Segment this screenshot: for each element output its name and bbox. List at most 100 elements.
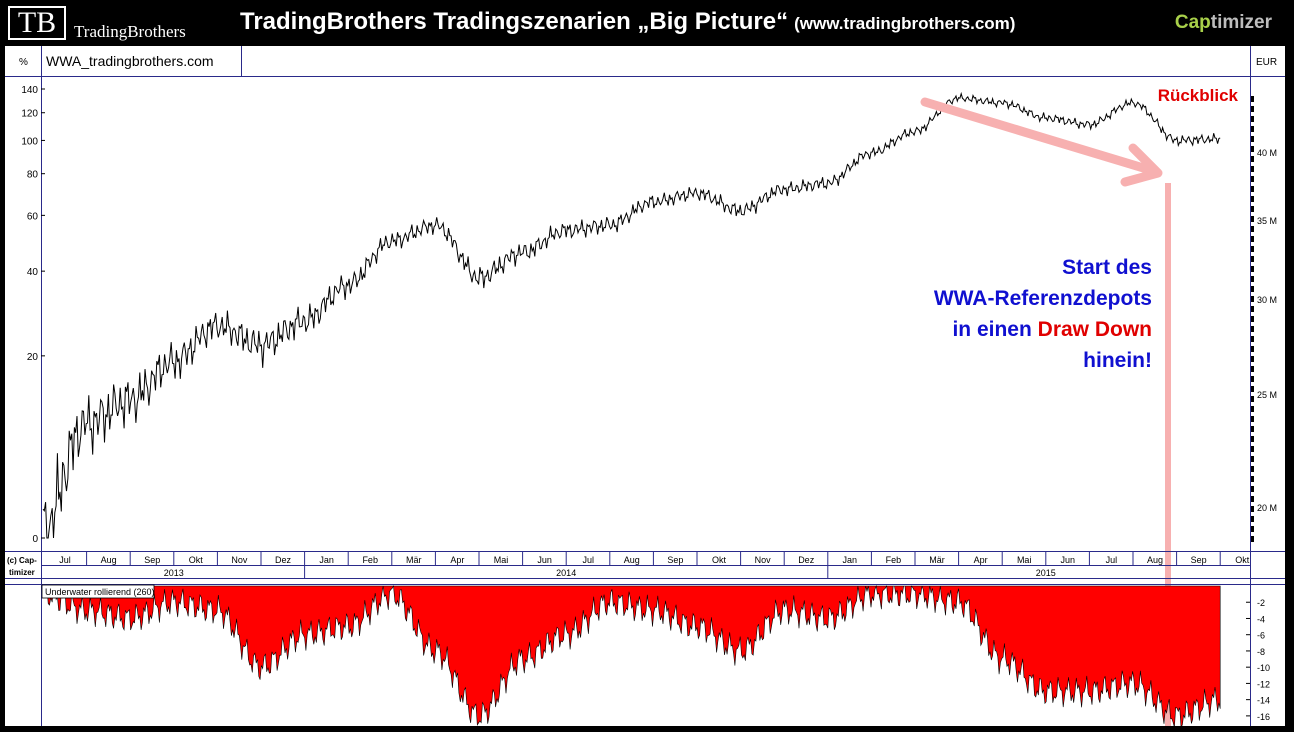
- right-axis-bar-segment: [1251, 206, 1254, 212]
- month-label: Jun: [1061, 555, 1076, 565]
- month-label: Apr: [450, 555, 464, 565]
- month-label: Sep: [1191, 555, 1207, 565]
- right-axis-bar-segment: [1251, 286, 1254, 292]
- underwater-y-tick-label: -2: [1257, 598, 1265, 608]
- right-axis-bar-segment: [1251, 96, 1254, 102]
- right-axis-bar-segment: [1251, 446, 1254, 452]
- right-axis-bar-segment: [1251, 376, 1254, 382]
- right-axis-bar-segment: [1251, 136, 1254, 142]
- month-label: Nov: [755, 555, 772, 565]
- right-axis-bar-segment: [1251, 366, 1254, 372]
- series-line: [42, 91, 1221, 539]
- right-y-tick-label: 35 M: [1257, 216, 1277, 226]
- right-y-tick-label: 30 M: [1257, 295, 1277, 305]
- year-label: 2014: [556, 568, 576, 578]
- right-axis-bar-segment: [1251, 226, 1254, 232]
- month-label: Jul: [1106, 555, 1118, 565]
- month-label: Mär: [929, 555, 945, 565]
- copyright-label-2: timizer: [9, 568, 35, 577]
- right-axis-bar-segment: [1251, 266, 1254, 272]
- right-axis-bar-segment: [1251, 186, 1254, 192]
- unit-left-label: %: [19, 57, 28, 68]
- month-label: Okt: [1235, 555, 1250, 565]
- copyright-label: (c) Cap-: [7, 556, 37, 565]
- year-labels: 2013 2014 2015: [164, 566, 1056, 578]
- month-label: Nov: [231, 555, 248, 565]
- right-axis-bar-segment: [1251, 386, 1254, 392]
- y-tick-label: 0: [32, 534, 38, 545]
- right-axis-bar-segment: [1251, 316, 1254, 322]
- right-axis-bar-segment: [1251, 456, 1254, 462]
- underwater-y-axis: -2 -4 -6 -8 -10 -12 -14 -16: [1246, 598, 1270, 722]
- right-axis-bar-segment: [1251, 106, 1254, 112]
- right-axis-bar-segment: [1251, 416, 1254, 422]
- underwater-y-tick-label: -8: [1257, 647, 1265, 657]
- underwater-label: Underwater rollierend (260): [45, 587, 155, 597]
- annotation-line-3: in einen Draw Down: [952, 318, 1152, 341]
- right-axis-bar-segment: [1251, 176, 1254, 182]
- right-axis-bar-segment: [1251, 156, 1254, 162]
- right-axis-bar-segment: [1251, 116, 1254, 122]
- underwater-y-tick-label: -12: [1257, 679, 1270, 689]
- right-axis-bar-segment: [1251, 126, 1254, 132]
- month-label: Jul: [59, 555, 71, 565]
- main-y-axis: 140 120 100 80 60 40 20 0: [21, 85, 45, 545]
- underwater-area: [42, 584, 1221, 726]
- y-tick-label: 120: [21, 109, 38, 120]
- right-axis-bar-segment: [1251, 506, 1254, 512]
- y-tick-label: 60: [27, 211, 39, 222]
- brand-logo-timizer: timizer: [1210, 12, 1272, 33]
- annotation-line-4: hinein!: [1083, 349, 1152, 372]
- right-axis-bar-segment: [1251, 236, 1254, 242]
- month-label: Mai: [1017, 555, 1032, 565]
- month-label: Jan: [319, 555, 334, 565]
- right-y-tick-label: 25 M: [1257, 390, 1277, 400]
- right-y-tick-label: 40 M: [1257, 148, 1277, 158]
- rueckblick-label: Rückblick: [1158, 86, 1239, 105]
- right-axis-bar-segment: [1251, 396, 1254, 402]
- annotation-line-1: Start des: [1062, 256, 1152, 279]
- month-label: Okt: [712, 555, 727, 565]
- symbol-label[interactable]: WWA_tradingbrothers.com: [46, 53, 214, 69]
- right-axis-bar-segment: [1251, 466, 1254, 472]
- underwater-label-box: [41, 584, 155, 599]
- underwater-y-tick-label: -16: [1257, 712, 1270, 722]
- year-label: 2015: [1036, 568, 1056, 578]
- right-axis-bar-segment: [1251, 426, 1254, 432]
- trend-arrow-head: [1120, 143, 1163, 187]
- chart-svg[interactable]: % WWA_tradingbrothers.com EUR 140 120 100 8…: [5, 46, 1285, 726]
- month-label: Sep: [144, 555, 160, 565]
- underwater-y-tick-label: -6: [1257, 631, 1265, 641]
- month-label: Jul: [582, 555, 594, 565]
- right-axis-bar-segment: [1251, 306, 1254, 312]
- month-label: Apr: [974, 555, 988, 565]
- right-axis-bar-segment: [1251, 146, 1254, 152]
- month-label: Sep: [667, 555, 683, 565]
- right-axis-bar-segment: [1251, 256, 1254, 262]
- y-tick-label: 140: [21, 85, 38, 96]
- right-axis-bar-segment: [1251, 526, 1254, 532]
- y-tick-label: 20: [27, 352, 39, 363]
- right-y-tick-label: 20 M: [1257, 503, 1277, 513]
- y-tick-label: 40: [27, 267, 39, 278]
- annotation-line-3a: in einen: [952, 318, 1037, 341]
- right-axis-bar-segment: [1251, 166, 1254, 172]
- right-axis-bar-segment: [1251, 486, 1254, 492]
- right-axis-bar-segment: [1251, 336, 1254, 342]
- brand-logo-cap: Cap: [1174, 12, 1211, 33]
- month-label: Feb: [362, 555, 378, 565]
- underwater-y-tick-label: -10: [1257, 663, 1270, 673]
- right-axis-bar-segment: [1251, 216, 1254, 222]
- right-axis-bar-segment: [1251, 436, 1254, 442]
- right-axis-bar-segment: [1251, 406, 1254, 412]
- annotation-line-2: WWA-Referenzdepots: [934, 287, 1152, 310]
- drawdown-start-marker: [1165, 183, 1171, 726]
- right-axis-bar-segment: [1251, 246, 1254, 252]
- right-axis-bar-segment: [1251, 516, 1254, 522]
- chart-area[interactable]: % WWA_tradingbrothers.com EUR 140 120 100 8…: [5, 46, 1285, 726]
- y-tick-label: 80: [27, 170, 39, 181]
- month-label: Mär: [406, 555, 422, 565]
- logo: TB: [8, 6, 66, 40]
- right-axis-bar-segment: [1251, 326, 1254, 332]
- right-axis-bar-segment: [1251, 276, 1254, 282]
